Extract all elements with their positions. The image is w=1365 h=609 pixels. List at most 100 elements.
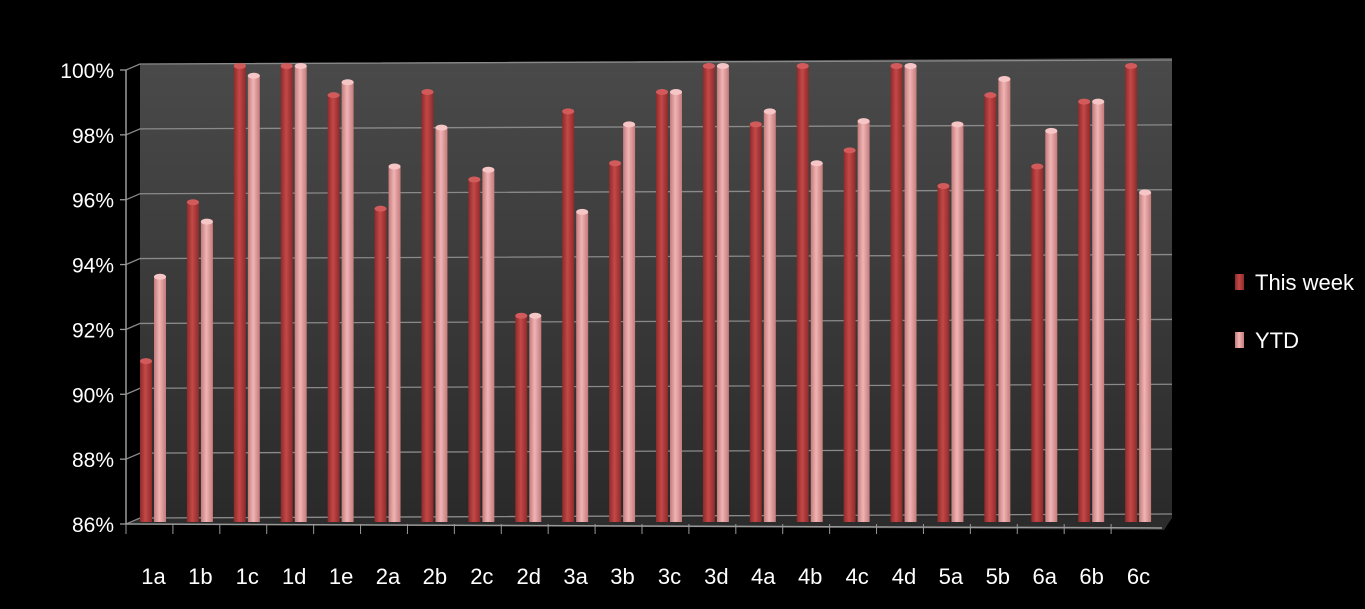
bar xyxy=(374,205,387,522)
bar-body xyxy=(515,315,528,522)
bar-body xyxy=(421,91,434,522)
bar-top xyxy=(609,160,622,167)
bar-body xyxy=(702,66,715,522)
bar-top xyxy=(435,124,448,131)
bar-body xyxy=(904,66,917,522)
bar xyxy=(388,163,401,522)
bar-top xyxy=(951,121,964,128)
bar xyxy=(810,160,823,523)
x-tick-label: 1a xyxy=(141,564,166,589)
bar-top xyxy=(280,63,293,69)
y-tick-label: 90% xyxy=(72,384,114,407)
bar-top xyxy=(421,88,434,95)
bar-body xyxy=(890,66,903,522)
bar xyxy=(857,118,870,522)
bar-body xyxy=(294,66,307,522)
x-tick-label: 2c xyxy=(470,564,493,589)
bar-body xyxy=(749,124,762,522)
bar-body xyxy=(670,91,682,522)
x-tick-label: 6a xyxy=(1032,564,1057,589)
x-tick-label: 3d xyxy=(704,564,728,589)
bar xyxy=(904,63,917,522)
bar xyxy=(937,182,950,522)
bar-body xyxy=(937,185,950,522)
bar xyxy=(327,92,340,522)
bar-body xyxy=(468,179,481,522)
bar-top xyxy=(186,199,199,206)
bar-top xyxy=(482,166,495,173)
bar xyxy=(716,63,729,522)
bar-body xyxy=(233,66,246,522)
x-tick-label: 2a xyxy=(376,564,401,589)
x-tick-label: 1b xyxy=(188,564,212,589)
bar xyxy=(984,92,997,522)
bar xyxy=(749,121,762,522)
bar-body xyxy=(341,82,354,522)
x-axis: 1a 1b 1c 1d 1e 2a 2b 2c 2d 3a 3b 3c 3d 4a 4b 4c 4d 5a 5b 6a… xyxy=(125,523,1163,589)
bar-top xyxy=(763,108,776,115)
x-tick-label: 1d xyxy=(282,564,306,589)
bar xyxy=(154,273,166,522)
bar xyxy=(1078,98,1091,523)
gridline xyxy=(125,124,1173,136)
x-tick-label: 2b xyxy=(423,564,447,589)
x-tick-label: 1c xyxy=(236,564,259,589)
gridline xyxy=(125,318,1173,331)
bar xyxy=(670,88,682,522)
y-axis: 86% 88% 90% 92% 94% 96% 98% 100% xyxy=(60,60,127,537)
bar-top xyxy=(576,208,589,215)
bar xyxy=(702,63,715,522)
bar-body xyxy=(796,66,809,522)
x-tick-label: 3c xyxy=(658,564,681,589)
bar xyxy=(1139,189,1152,522)
x-tick-label: 5a xyxy=(939,564,964,589)
bar-body xyxy=(951,124,964,522)
bar xyxy=(656,88,668,522)
x-tick-label: 4a xyxy=(751,564,776,589)
legend: This week YTD xyxy=(1235,270,1355,353)
bar-body xyxy=(998,78,1011,522)
gridline xyxy=(125,189,1173,201)
bar xyxy=(1125,63,1138,522)
bar xyxy=(763,108,776,523)
bar-body xyxy=(327,95,340,522)
bar xyxy=(294,63,307,522)
legend-label: YTD xyxy=(1255,328,1299,353)
bar-body xyxy=(435,127,448,522)
bar-top xyxy=(374,205,387,212)
bar xyxy=(435,124,448,522)
bar-body xyxy=(656,91,668,522)
bar-body xyxy=(200,221,213,522)
bar-top xyxy=(857,118,870,125)
bar-top xyxy=(1092,98,1105,105)
bar-top xyxy=(843,147,856,154)
bar xyxy=(482,166,495,522)
bar xyxy=(623,121,636,522)
x-axis-line xyxy=(125,523,1163,529)
bar-top xyxy=(623,121,636,128)
bar-body xyxy=(984,95,997,522)
bar-body xyxy=(1092,101,1105,523)
x-tick-label: 6c xyxy=(1127,564,1150,589)
bar xyxy=(562,108,575,523)
bar-body xyxy=(529,315,542,522)
bar-body xyxy=(247,75,260,522)
bar-body xyxy=(186,202,199,522)
bar xyxy=(576,208,589,522)
bar-top xyxy=(154,273,166,280)
bar xyxy=(186,199,199,522)
y-tick-label: 92% xyxy=(72,319,114,342)
bar-body xyxy=(562,111,575,523)
bar-top xyxy=(294,63,307,69)
x-tick-label: 3a xyxy=(563,564,588,589)
legend-item: YTD xyxy=(1235,328,1299,353)
bar-top xyxy=(200,218,213,225)
bar xyxy=(843,147,856,523)
bar-top xyxy=(749,121,762,128)
bar-body xyxy=(1078,101,1091,523)
x-tick-label: 4c xyxy=(845,564,868,589)
bar-top xyxy=(140,358,152,365)
bar-body xyxy=(623,124,636,522)
bar-body xyxy=(843,150,856,523)
